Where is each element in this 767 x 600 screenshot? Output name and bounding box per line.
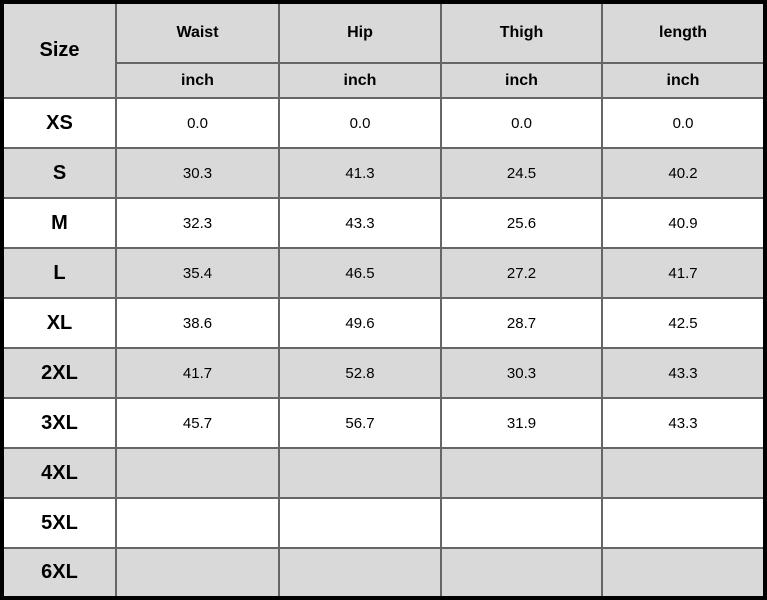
length-value xyxy=(601,497,766,549)
length-value: 40.2 xyxy=(601,147,766,199)
waist-value: 38.6 xyxy=(115,297,280,349)
unit-header-length: inch xyxy=(601,62,766,99)
size-label: L xyxy=(1,247,117,299)
table-row: XL 38.6 49.6 28.7 42.5 xyxy=(1,297,766,349)
thigh-value: 28.7 xyxy=(440,297,603,349)
waist-value xyxy=(115,547,280,599)
hip-value: 46.5 xyxy=(278,247,442,299)
table-row: 2XL 41.7 52.8 30.3 43.3 xyxy=(1,347,766,399)
header-row-labels: Size Waist Hip Thigh length xyxy=(1,1,766,99)
size-label: 6XL xyxy=(1,547,117,599)
table-row: 3XL 45.7 56.7 31.9 43.3 xyxy=(1,397,766,449)
table-header: Size Waist Hip Thigh length inch inch in… xyxy=(1,1,766,99)
table-row: 4XL xyxy=(1,447,766,499)
table-row: 6XL xyxy=(1,547,766,599)
length-value xyxy=(601,547,766,599)
unit-header-hip: inch xyxy=(278,62,442,99)
unit-header-waist: inch xyxy=(115,62,280,99)
length-value: 41.7 xyxy=(601,247,766,299)
header-row-units: inch inch inch inch xyxy=(2,62,766,99)
hip-value: 43.3 xyxy=(278,197,442,249)
column-header-size: Size xyxy=(1,1,117,99)
length-value: 42.5 xyxy=(601,297,766,349)
column-header-thigh: Thigh xyxy=(440,1,603,64)
thigh-value: 0.0 xyxy=(440,97,603,149)
table-row: L 35.4 46.5 27.2 41.7 xyxy=(1,247,766,299)
waist-value: 0.0 xyxy=(115,97,280,149)
table-row: XS 0.0 0.0 0.0 0.0 xyxy=(1,97,766,149)
waist-value: 32.3 xyxy=(115,197,280,249)
size-label: 3XL xyxy=(1,397,117,449)
thigh-value: 31.9 xyxy=(440,397,603,449)
hip-value xyxy=(278,497,442,549)
table-row: S 30.3 41.3 24.5 40.2 xyxy=(1,147,766,199)
waist-value: 41.7 xyxy=(115,347,280,399)
size-label: XL xyxy=(1,297,117,349)
length-value: 0.0 xyxy=(601,97,766,149)
length-value xyxy=(601,447,766,499)
thigh-value: 25.6 xyxy=(440,197,603,249)
waist-value xyxy=(115,447,280,499)
length-value: 43.3 xyxy=(601,397,766,449)
table-body: XS 0.0 0.0 0.0 0.0 S 30.3 41.3 24.5 40.2… xyxy=(1,97,766,599)
unit-header-thigh: inch xyxy=(440,62,603,99)
size-label: 4XL xyxy=(1,447,117,499)
table-row: M 32.3 43.3 25.6 40.9 xyxy=(1,197,766,249)
hip-value: 41.3 xyxy=(278,147,442,199)
thigh-value: 30.3 xyxy=(440,347,603,399)
hip-value: 56.7 xyxy=(278,397,442,449)
table-row: 5XL xyxy=(1,497,766,549)
size-label: XS xyxy=(1,97,117,149)
size-label: M xyxy=(1,197,117,249)
size-label: 2XL xyxy=(1,347,117,399)
hip-value xyxy=(278,447,442,499)
column-header-waist: Waist xyxy=(115,1,280,64)
waist-value: 45.7 xyxy=(115,397,280,449)
waist-value: 30.3 xyxy=(115,147,280,199)
hip-value xyxy=(278,547,442,599)
thigh-value: 27.2 xyxy=(440,247,603,299)
waist-value xyxy=(115,497,280,549)
length-value: 43.3 xyxy=(601,347,766,399)
hip-value: 52.8 xyxy=(278,347,442,399)
size-label: S xyxy=(1,147,117,199)
hip-value: 0.0 xyxy=(278,97,442,149)
thigh-value xyxy=(440,497,603,549)
size-label: 5XL xyxy=(1,497,117,549)
thigh-value xyxy=(440,447,603,499)
column-header-hip: Hip xyxy=(278,1,442,64)
thigh-value: 24.5 xyxy=(440,147,603,199)
hip-value: 49.6 xyxy=(278,297,442,349)
thigh-value xyxy=(440,547,603,599)
length-value: 40.9 xyxy=(601,197,766,249)
waist-value: 35.4 xyxy=(115,247,280,299)
column-header-length: length xyxy=(601,1,766,64)
